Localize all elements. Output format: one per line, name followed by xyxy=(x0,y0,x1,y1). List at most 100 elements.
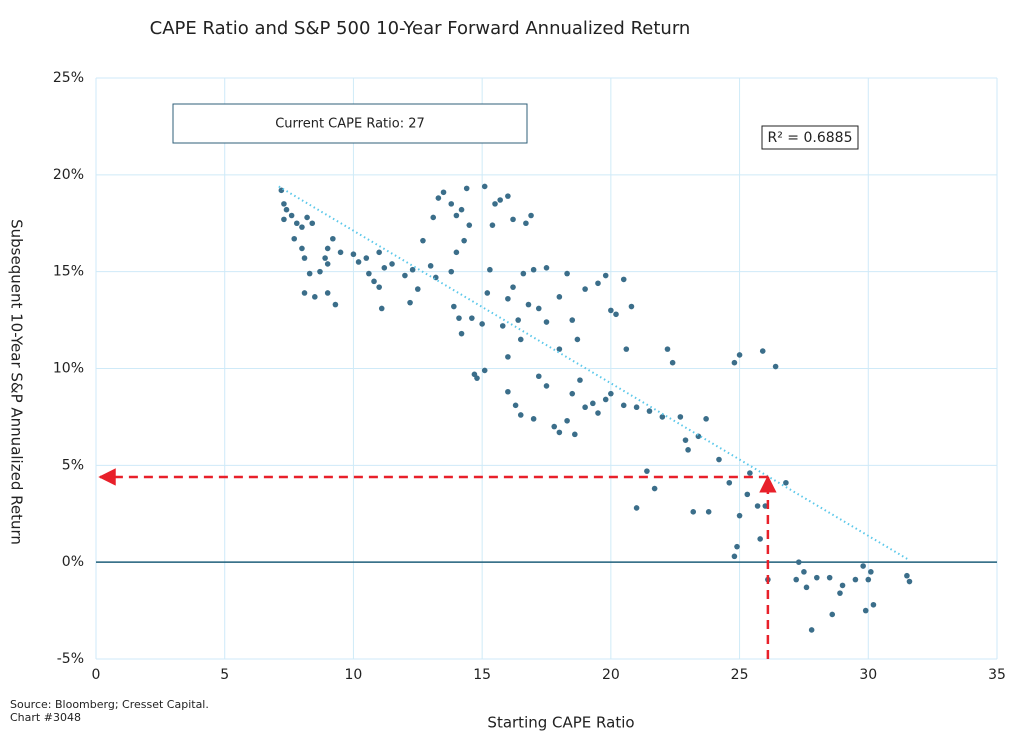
point xyxy=(481,183,488,190)
point xyxy=(291,235,298,242)
point xyxy=(651,485,658,492)
point xyxy=(744,491,751,498)
point xyxy=(705,509,712,515)
point xyxy=(574,336,581,343)
point xyxy=(633,404,640,411)
point xyxy=(595,410,601,416)
y-tick-label: 20% xyxy=(53,167,84,183)
point xyxy=(512,402,519,409)
point xyxy=(556,429,563,436)
point xyxy=(497,197,503,203)
point xyxy=(551,423,558,430)
point xyxy=(435,195,442,201)
y-tick-label: -5% xyxy=(57,651,84,667)
point xyxy=(556,294,563,300)
point xyxy=(510,216,516,223)
point xyxy=(814,574,820,581)
point xyxy=(520,270,527,277)
point xyxy=(376,249,382,256)
point xyxy=(602,272,609,279)
point xyxy=(736,352,743,358)
point xyxy=(690,509,697,515)
point xyxy=(852,576,859,583)
point xyxy=(505,354,511,360)
point xyxy=(309,220,316,227)
point xyxy=(487,266,493,273)
point xyxy=(543,383,550,389)
point xyxy=(623,346,630,352)
point xyxy=(602,396,609,403)
point xyxy=(747,470,753,476)
point xyxy=(317,268,323,275)
point xyxy=(489,222,496,228)
point xyxy=(564,270,570,277)
point xyxy=(301,290,308,296)
point xyxy=(757,536,763,542)
point xyxy=(839,582,846,589)
point xyxy=(870,601,877,608)
x-tick-label: 0 xyxy=(92,667,101,683)
x-tick-label: 5 xyxy=(220,667,229,683)
r-squared: R² = 0.6885 xyxy=(768,130,853,146)
point xyxy=(505,295,511,302)
point xyxy=(427,263,434,269)
point xyxy=(646,408,653,414)
point xyxy=(865,576,872,583)
point xyxy=(510,284,516,290)
point xyxy=(808,627,815,633)
point xyxy=(469,315,475,321)
point xyxy=(389,261,395,267)
point xyxy=(731,359,738,366)
point xyxy=(543,319,550,325)
source: Source: Bloomberg; Cresset Capital. xyxy=(10,698,209,711)
r-squared-box xyxy=(761,125,859,150)
point xyxy=(281,216,287,223)
x-tick-label: 15 xyxy=(473,667,491,683)
y-tick-label: 15% xyxy=(53,264,84,280)
point xyxy=(608,307,614,314)
point xyxy=(376,284,382,290)
point xyxy=(837,590,843,596)
point xyxy=(577,377,583,383)
point xyxy=(801,569,807,575)
point xyxy=(556,346,563,352)
point xyxy=(829,611,836,618)
annotation-box xyxy=(172,103,528,144)
y-axis-title: Subsequent 10-Year S&P Annualized Return xyxy=(8,219,26,545)
point xyxy=(451,303,457,310)
point xyxy=(440,189,447,196)
point xyxy=(484,290,491,296)
point xyxy=(703,416,709,422)
point xyxy=(669,359,676,366)
y-tick-label: 10% xyxy=(53,361,84,377)
point xyxy=(682,437,689,443)
point xyxy=(414,286,421,292)
point xyxy=(530,266,537,273)
point xyxy=(772,363,779,370)
x-tick-label: 20 xyxy=(602,667,620,683)
point xyxy=(535,305,542,312)
point xyxy=(525,301,532,308)
point xyxy=(582,404,588,411)
point xyxy=(463,185,470,192)
point xyxy=(608,390,614,397)
point xyxy=(613,311,619,318)
point xyxy=(633,505,640,511)
plot-area xyxy=(95,77,998,660)
point xyxy=(677,414,684,420)
point xyxy=(505,388,511,395)
point xyxy=(461,237,467,244)
chart-title: CAPE Ratio and S&P 500 10-Year Forward A… xyxy=(150,18,691,39)
point xyxy=(281,201,287,207)
point xyxy=(479,321,485,327)
point xyxy=(288,212,295,219)
point xyxy=(664,346,671,352)
point xyxy=(324,245,331,252)
point xyxy=(803,584,810,591)
point xyxy=(734,543,740,550)
point xyxy=(685,447,691,453)
point xyxy=(731,553,738,560)
point xyxy=(381,264,388,271)
point xyxy=(409,266,416,273)
